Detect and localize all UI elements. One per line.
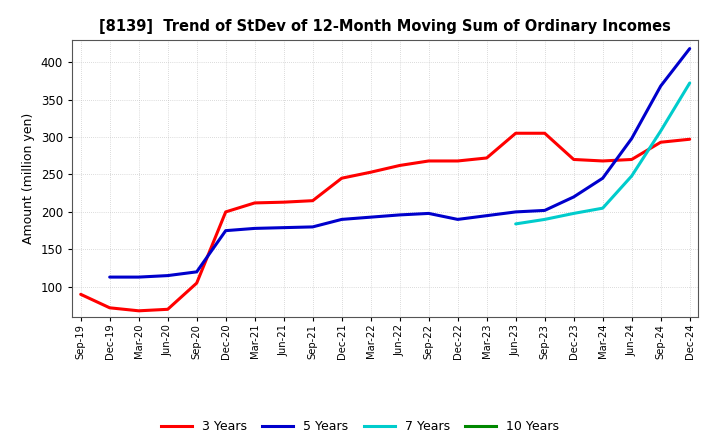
3 Years [511, 131, 520, 136]
5 Years [424, 211, 433, 216]
5 Years [366, 215, 375, 220]
3 Years [76, 292, 85, 297]
7 Years [570, 211, 578, 216]
3 Years [221, 209, 230, 215]
7 Years [627, 173, 636, 179]
5 Years [163, 273, 172, 278]
5 Years [598, 176, 607, 181]
Line: 5 Years: 5 Years [109, 48, 690, 277]
3 Years [482, 155, 491, 161]
Line: 7 Years: 7 Years [516, 83, 690, 224]
Legend: 3 Years, 5 Years, 7 Years, 10 Years: 3 Years, 5 Years, 7 Years, 10 Years [156, 415, 564, 438]
3 Years [135, 308, 143, 313]
5 Years [395, 212, 404, 217]
5 Years [135, 275, 143, 280]
5 Years [192, 269, 201, 275]
3 Years [338, 176, 346, 181]
3 Years [657, 139, 665, 145]
5 Years [541, 208, 549, 213]
3 Years [366, 169, 375, 175]
5 Years [454, 217, 462, 222]
3 Years [279, 199, 288, 205]
5 Years [221, 228, 230, 233]
5 Years [482, 213, 491, 218]
7 Years [598, 205, 607, 211]
5 Years [511, 209, 520, 215]
3 Years [308, 198, 317, 203]
5 Years [657, 84, 665, 89]
3 Years [105, 305, 114, 311]
3 Years [192, 280, 201, 286]
7 Years [511, 221, 520, 227]
7 Years [541, 217, 549, 222]
7 Years [685, 81, 694, 86]
3 Years [163, 307, 172, 312]
5 Years [279, 225, 288, 230]
3 Years [541, 131, 549, 136]
5 Years [105, 275, 114, 280]
5 Years [251, 226, 259, 231]
5 Years [570, 194, 578, 200]
3 Years [627, 157, 636, 162]
3 Years [570, 157, 578, 162]
5 Years [338, 217, 346, 222]
3 Years [598, 158, 607, 164]
3 Years [685, 136, 694, 142]
Y-axis label: Amount (million yen): Amount (million yen) [22, 113, 35, 244]
5 Years [685, 46, 694, 51]
3 Years [395, 163, 404, 168]
3 Years [251, 200, 259, 205]
3 Years [424, 158, 433, 164]
5 Years [627, 136, 636, 141]
Line: 3 Years: 3 Years [81, 133, 690, 311]
5 Years [308, 224, 317, 230]
Title: [8139]  Trend of StDev of 12-Month Moving Sum of Ordinary Incomes: [8139] Trend of StDev of 12-Month Moving… [99, 19, 671, 34]
7 Years [657, 128, 665, 134]
3 Years [454, 158, 462, 164]
